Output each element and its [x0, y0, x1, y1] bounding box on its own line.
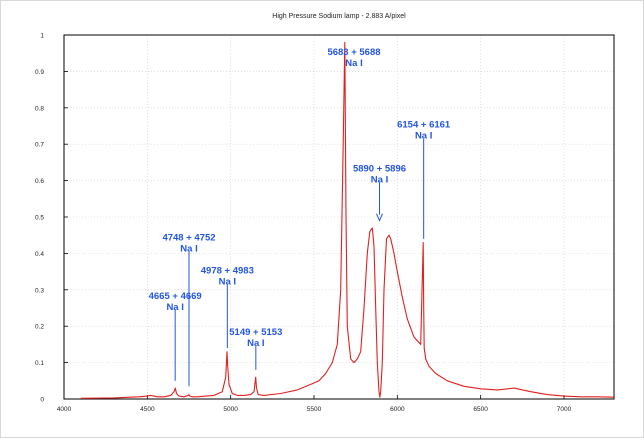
x-tick-label: 6000	[390, 406, 405, 413]
annotation-label: 5683 + 5688	[327, 47, 380, 58]
y-tick-label: 0.2	[35, 324, 44, 331]
series-group	[80, 41, 615, 399]
annotation-arrow-head	[376, 213, 383, 222]
annotation-label: 4748 + 4752	[162, 233, 215, 244]
annotation-label: Na I	[415, 131, 432, 142]
annotation-label: Na I	[371, 174, 388, 185]
x-tick-label: 4500	[140, 406, 155, 413]
y-tick-label: 0.8	[35, 105, 44, 112]
x-tick-label: 4000	[57, 406, 72, 413]
annotation-label: Na I	[180, 244, 197, 255]
y-tick-label: 0.4	[35, 251, 44, 258]
y-tick-label: 0.3	[35, 287, 44, 294]
annotation-label: 4665 + 4669	[149, 291, 202, 302]
annotation-label: 5149 + 5153	[229, 327, 282, 338]
y-tick-label: 0.7	[35, 142, 44, 149]
y-tick-label: 1	[40, 33, 44, 40]
x-tick-label: 6500	[473, 406, 488, 413]
grid-lines	[63, 34, 614, 400]
y-tick-label: 0.1	[35, 360, 44, 367]
annotation-label: Na I	[247, 338, 264, 349]
x-axis-ticks: 4000 4500 5000 5500 6000 6500 7000	[57, 395, 572, 413]
annotation-label: Na I	[219, 276, 236, 287]
y-tick-label: 0.9	[35, 69, 44, 76]
x-tick-label: 5500	[307, 406, 322, 413]
y-tick-label: 0.5	[35, 215, 44, 222]
y-tick-label: 0	[40, 397, 44, 404]
plot-area-border	[63, 34, 615, 400]
spectrum-line	[80, 41, 615, 399]
annotation-label: 4978 + 4983	[201, 265, 254, 276]
chart-title: High Pressure Sodium lamp - 2.883 A/pixe…	[272, 13, 406, 20]
annotation-label: Na I	[345, 58, 362, 69]
annotation-label: 6154 + 6161	[397, 120, 451, 131]
x-tick-label: 5000	[223, 406, 238, 413]
annotation-label: 5890 + 5896	[353, 163, 406, 174]
x-tick-label: 7000	[557, 406, 572, 413]
y-tick-label: 0.6	[35, 178, 44, 185]
y-axis-ticks: 0 0.1 0.2 0.3 0.4 0.5 0.6 0.7 0.8 0.9 1	[35, 33, 68, 404]
annotation-label: Na I	[166, 302, 183, 313]
